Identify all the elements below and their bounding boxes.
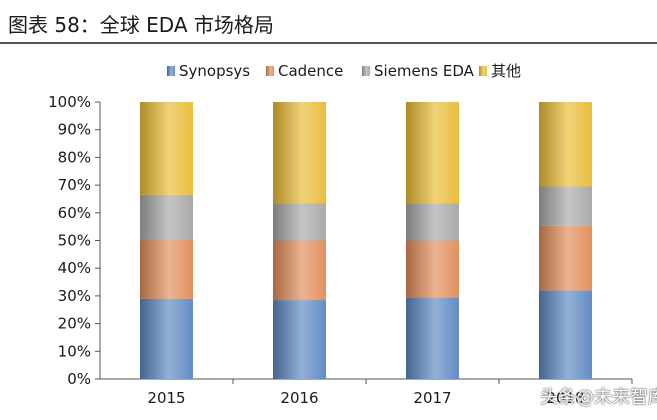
y-tick-label: 80% [58,148,91,166]
chart-title: 图表 58：全球 EDA 市场格局 [8,13,274,37]
y-tick-label: 30% [58,287,91,305]
bar-segment-cadence-2017 [406,240,459,298]
watermark-text: 头条@未来智库 [540,387,657,408]
legend-swatch [479,66,487,76]
bar-segment-synopsys-2018 [539,290,592,379]
chart-bars [140,102,592,379]
legend-label: 其他 [491,62,521,80]
legend-swatch [266,66,274,76]
bar-segment-其他-2017 [406,102,459,204]
bar-segment-siemens-eda-2015 [140,194,193,240]
y-tick-label: 70% [58,176,91,194]
bar-segment-cadence-2015 [140,239,193,299]
legend-label: Synopsys [179,62,250,80]
bar-segment-cadence-2016 [273,240,326,301]
bar-segment-synopsys-2016 [273,300,326,379]
bar-segment-其他-2018 [539,102,592,187]
bar-segment-siemens-eda-2016 [273,203,326,241]
bar-segment-cadence-2018 [539,225,592,291]
title-divider [0,42,657,44]
x-tick-label: 2017 [413,389,451,407]
x-tick-label: 2015 [147,389,185,407]
y-tick-label: 20% [58,315,91,333]
y-tick-label: 10% [58,342,91,360]
legend-label: Siemens EDA [374,62,475,80]
y-tick-label: 40% [58,259,91,277]
x-tick-label: 2016 [280,389,318,407]
y-tick-label: 0% [67,370,91,388]
legend-swatch [362,66,370,76]
legend-swatch [167,66,175,76]
x-tick-label: 2018 [546,389,584,407]
legend-label: Cadence [278,62,343,80]
y-tick-label: 50% [58,232,91,250]
y-tick-label: 100% [48,93,91,111]
y-tick-label: 90% [58,121,91,139]
y-tick-label: 60% [58,204,91,222]
bar-segment-siemens-eda-2018 [539,186,592,226]
bar-segment-synopsys-2015 [140,298,193,379]
chart-header: 图表 58：全球 EDA 市场格局 [0,0,657,46]
bar-segment-其他-2016 [273,102,326,204]
bar-segment-siemens-eda-2017 [406,203,459,241]
bar-segment-其他-2015 [140,102,193,195]
bar-segment-synopsys-2017 [406,297,459,379]
chart-legend: Synopsys Cadence Siemens EDA 其他 [167,62,521,80]
